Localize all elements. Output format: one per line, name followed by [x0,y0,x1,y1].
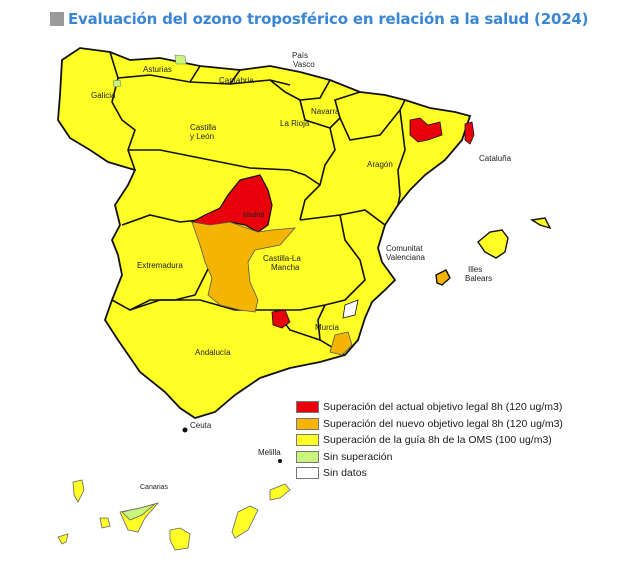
label-clm-2: Mancha [271,263,300,272]
menorca [530,217,552,230]
melilla-marker [278,459,282,463]
legend-item-orange: Superación del nuevo objetivo legal 8h (… [296,416,563,433]
legend-label: Sin superación [323,450,393,463]
label-murcia: Murcia [315,323,340,332]
label-cantabria: Cantabria [219,76,254,85]
legend-item-red: Superación del actual objetivo legal 8h … [296,399,563,416]
label-la-rioja: La Rioja [280,119,310,128]
label-galicia: Galicia [91,91,116,100]
label-pais-vasco-1: País [292,51,308,60]
label-pais-vasco-2: Vasco [293,60,315,69]
label-aragon: Aragón [367,160,393,169]
legend-item-green: Sin superación [296,449,563,466]
ibiza [435,269,451,286]
gray-square-icon [50,12,64,26]
label-clm-1: Castilla-La [263,254,301,263]
legend-label: Sin datos [323,467,367,480]
jaen-red-area [271,309,291,329]
label-castilla-leon-1: Castilla [190,123,217,132]
label-baleares-1: Illes [468,265,482,274]
red-swatch [296,401,319,414]
asturias-green-spot [174,54,187,65]
murcia-orange-area [329,331,353,356]
title-text: Evaluación del ozono troposférico en rel… [68,10,589,28]
label-melilla: Melilla [258,448,281,457]
white-swatch [296,467,319,480]
label-valenciana-2: Valenciana [386,253,426,262]
cataluna-red-area-1 [409,117,443,143]
label-asturias: Asturias [143,65,172,74]
map-legend: Superación del actual objetivo legal 8h … [296,399,563,482]
cataluna-red-area-2 [464,121,475,145]
green-swatch [296,450,319,463]
label-cataluna: Cataluña [479,154,512,163]
galicia-green-spot [112,79,122,88]
label-baleares-2: Balears [465,274,492,283]
legend-item-white: Sin datos [296,465,563,482]
label-ceuta: Ceuta [190,421,212,430]
label-madrid: Madrid [243,212,265,219]
label-canarias: Canarias [140,484,169,491]
orange-swatch [296,417,319,430]
canarias-islands [57,479,291,551]
legend-label: Superación del nuevo objetivo legal 8h (… [323,417,563,430]
map-title: Evaluación del ozono troposférico en rel… [50,10,589,28]
label-extremadura: Extremadura [137,261,183,270]
label-navarra: Navarra [311,107,340,116]
ceuta-marker [182,427,188,433]
clm-orange-area [191,221,296,313]
label-andalucia: Andalucía [195,348,231,357]
legend-label: Superación del actual objetivo legal 8h … [323,401,563,414]
legend-label: Superación de la guía 8h de la OMS (100 … [323,434,552,447]
nodata-area [342,299,359,319]
label-valenciana-1: Comunitat [386,244,423,253]
legend-item-yellow: Superación de la guía 8h de la OMS (100 … [296,432,563,449]
mallorca [477,229,509,259]
yellow-swatch [296,434,319,447]
label-castilla-leon-2: y León [190,132,214,141]
region-borders [109,51,406,356]
